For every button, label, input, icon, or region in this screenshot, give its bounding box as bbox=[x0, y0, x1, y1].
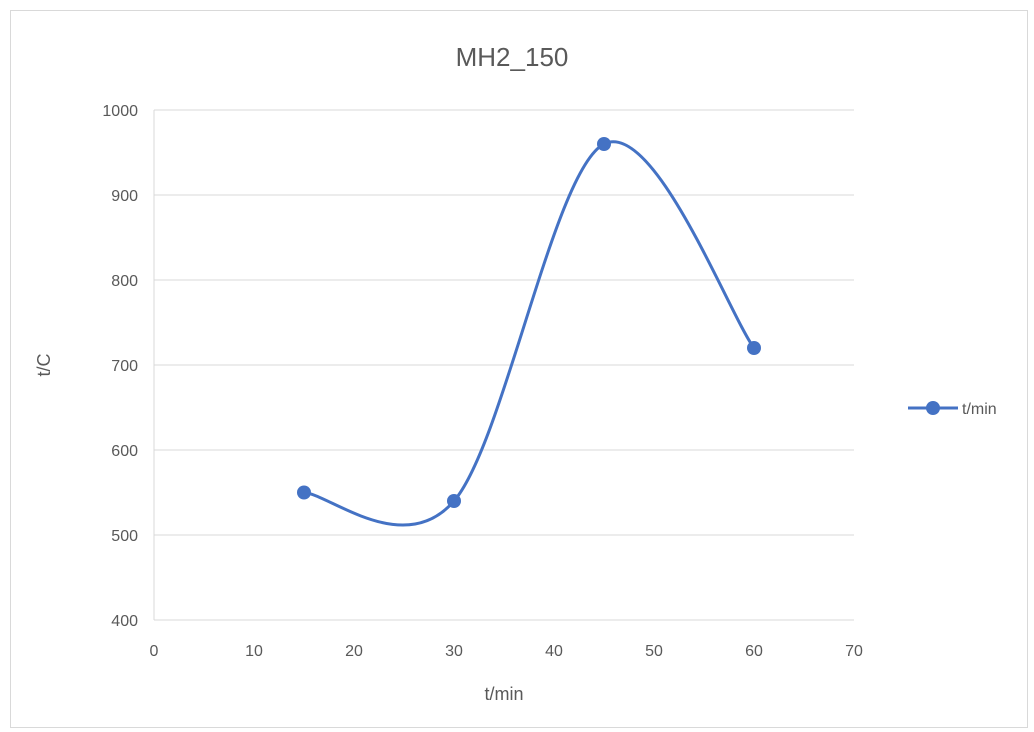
y-tick-label: 800 bbox=[111, 273, 138, 290]
legend-label: t/min bbox=[962, 401, 997, 418]
series-line bbox=[303, 140, 756, 527]
y-tick-label: 600 bbox=[111, 443, 138, 460]
x-tick-label: 70 bbox=[845, 643, 863, 660]
y-axis-label: t/C bbox=[34, 353, 54, 376]
x-tick-label: 30 bbox=[445, 643, 463, 660]
y-tick-label: 900 bbox=[111, 188, 138, 205]
x-tick-label: 20 bbox=[345, 643, 363, 660]
x-tick-label: 10 bbox=[245, 643, 263, 660]
x-axis-label: t/min bbox=[484, 684, 523, 704]
gridlines bbox=[154, 109, 854, 536]
y-tick-label: 500 bbox=[111, 528, 138, 545]
data-point bbox=[597, 137, 611, 151]
series-group bbox=[297, 137, 761, 527]
data-point bbox=[747, 341, 761, 355]
x-tick-label: 60 bbox=[745, 643, 763, 660]
x-tick-label: 50 bbox=[645, 643, 663, 660]
legend-marker-swatch bbox=[926, 401, 940, 415]
y-tick-labels: 400 500 600 700 800 900 1000 bbox=[102, 103, 138, 630]
data-point bbox=[447, 494, 461, 508]
y-tick-label: 700 bbox=[111, 358, 138, 375]
y-tick-label: 400 bbox=[111, 613, 138, 630]
legend: t/min bbox=[908, 401, 997, 418]
axes bbox=[153, 110, 854, 621]
y-tick-label: 1000 bbox=[102, 103, 138, 120]
chart-frame bbox=[10, 10, 1028, 728]
chart-title: MH2_150 bbox=[456, 42, 569, 72]
data-point bbox=[297, 485, 311, 500]
x-tick-label: 40 bbox=[545, 643, 563, 660]
x-tick-label: 0 bbox=[150, 643, 159, 660]
x-tick-labels: 0 10 20 30 40 50 60 70 bbox=[150, 643, 863, 660]
